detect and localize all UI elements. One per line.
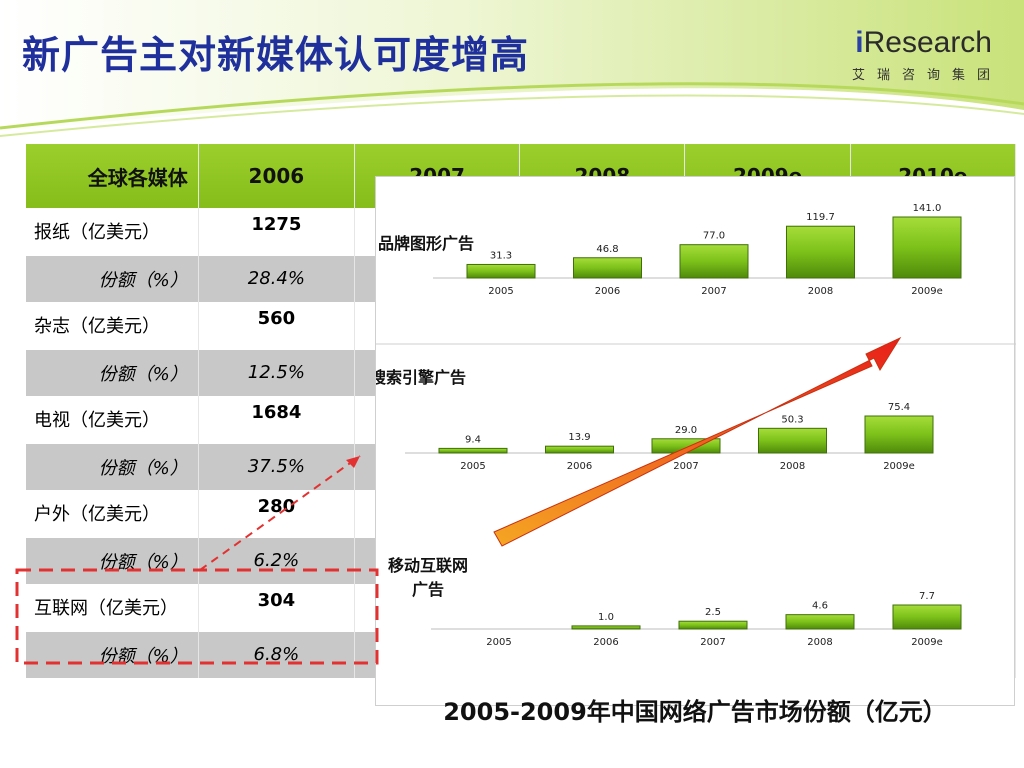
share-value-2006: 6.2% xyxy=(198,536,355,584)
share-value-2006: 12.5% xyxy=(198,348,355,396)
data-label: 4.6 xyxy=(812,601,828,612)
data-label: 7.7 xyxy=(919,591,935,602)
category-tick-label: 2008 xyxy=(807,637,832,648)
row-label: 互联网（亿美元） xyxy=(26,584,199,631)
logo-subtitle: 艾瑞咨询集团 xyxy=(851,68,1002,83)
bar xyxy=(573,257,642,279)
share-label: 份额（%） xyxy=(26,630,199,678)
row-value-2006: 560 xyxy=(198,302,355,349)
chart-title: 品牌图形广告 xyxy=(378,234,474,253)
share-label: 份额（%） xyxy=(26,254,199,302)
data-label: 31.3 xyxy=(490,250,512,261)
category-tick-label: 2008 xyxy=(780,461,805,472)
bar xyxy=(785,614,855,630)
bar xyxy=(758,427,827,454)
header-cell-2006: 2006 xyxy=(198,144,355,208)
share-label: 份额（%） xyxy=(26,442,199,490)
row-label: 电视（亿美元） xyxy=(26,396,199,443)
bar xyxy=(786,225,855,279)
chart-title: 搜索引擎广告 xyxy=(376,368,466,387)
data-label: 9.4 xyxy=(465,434,481,445)
share-value-2006: 28.4% xyxy=(198,254,355,302)
chart-title: 移动互联网 xyxy=(388,556,468,575)
bar xyxy=(892,604,962,630)
bar xyxy=(545,445,614,454)
category-tick-label: 2005 xyxy=(486,637,511,648)
bar-charts: 品牌图形广告 31.3 2005 46.8 2006 77.0 2007 119.7 2008 1… xyxy=(376,203,1016,648)
row-value-2006: 1275 xyxy=(198,208,355,255)
chart-title: 广告 xyxy=(412,580,444,599)
category-tick-label: 2007 xyxy=(673,461,698,472)
category-tick-label: 2006 xyxy=(567,461,592,472)
bar xyxy=(678,620,748,630)
category-tick-label: 2006 xyxy=(593,637,618,648)
share-value-2006: 37.5% xyxy=(198,442,355,490)
row-label: 报纸（亿美元） xyxy=(26,208,199,255)
row-value-2006: 280 xyxy=(198,490,355,537)
row-value-2006: 304 xyxy=(198,584,355,631)
share-label: 份额（%） xyxy=(26,348,199,396)
category-tick-label: 2006 xyxy=(595,286,620,297)
bar xyxy=(679,244,749,279)
share-value-2006: 6.8% xyxy=(198,630,355,678)
bar xyxy=(892,216,962,279)
bar xyxy=(571,625,641,630)
header-cell-media: 全球各媒体 xyxy=(26,144,199,208)
online-ad-chart-panel: 品牌图形广告 31.3 2005 46.8 2006 77.0 2007 119.7 2008 1… xyxy=(375,176,1016,706)
row-label: 杂志（亿美元） xyxy=(26,302,199,349)
data-label: 13.9 xyxy=(568,432,590,443)
header-swoosh xyxy=(0,0,1024,137)
data-label: 50.3 xyxy=(781,414,803,425)
bar xyxy=(864,415,934,454)
bar xyxy=(438,447,508,454)
data-label: 119.7 xyxy=(806,212,835,223)
row-label: 户外（亿美元） xyxy=(26,490,199,537)
bar xyxy=(651,438,721,454)
category-tick-label: 2007 xyxy=(700,637,725,648)
row-value-2006: 1684 xyxy=(198,396,355,443)
data-label: 75.4 xyxy=(888,402,910,413)
data-label: 46.8 xyxy=(596,244,618,255)
category-tick-label: 2009e xyxy=(883,461,915,472)
category-tick-label: 2007 xyxy=(701,286,726,297)
logo-wordmark: iResearch xyxy=(855,26,992,59)
page-title: 新广告主对新媒体认可度增高 xyxy=(22,33,530,77)
bar xyxy=(466,263,536,279)
category-tick-label: 2008 xyxy=(808,286,833,297)
data-label: 29.0 xyxy=(675,425,697,436)
chart-caption: 2005-2009年中国网络广告市场份额（亿元） xyxy=(443,698,947,726)
iresearch-logo: iResearch 艾瑞咨询集团 xyxy=(852,26,992,83)
share-label: 份额（%） xyxy=(26,536,199,584)
category-tick-label: 2009e xyxy=(911,637,943,648)
data-label: 1.0 xyxy=(598,612,614,623)
category-tick-label: 2009e xyxy=(911,286,943,297)
data-label: 77.0 xyxy=(703,231,725,242)
category-tick-label: 2005 xyxy=(488,286,513,297)
data-label: 141.0 xyxy=(913,203,942,214)
data-label: 2.5 xyxy=(705,607,721,618)
category-tick-label: 2005 xyxy=(460,461,485,472)
